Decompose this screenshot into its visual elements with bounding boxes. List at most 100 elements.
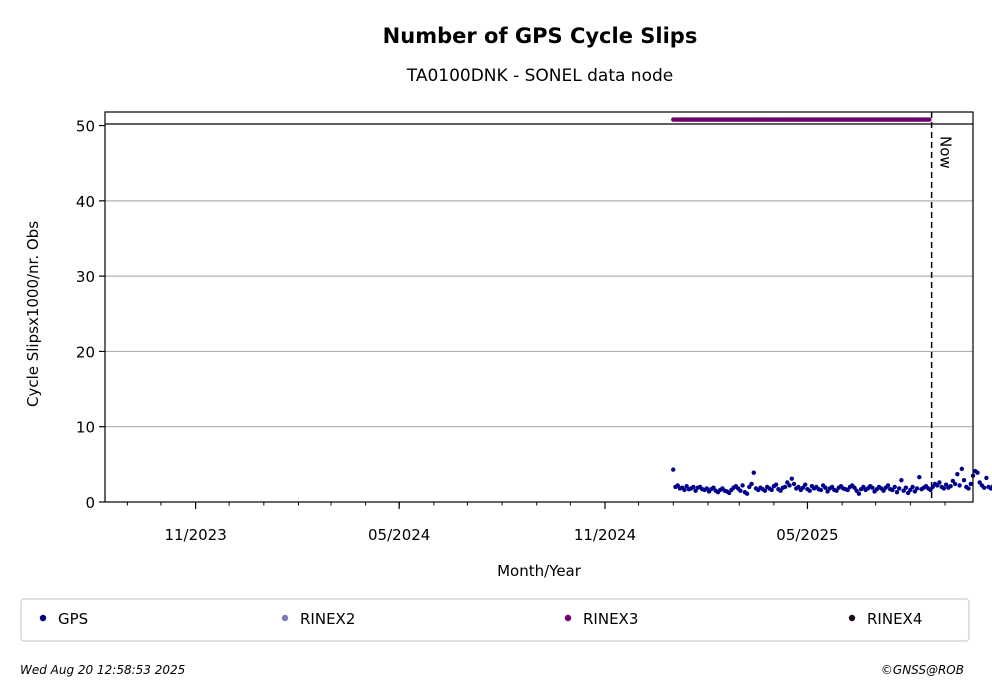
x-axis: 11/2023 05/2024 11/2024 05/2025 <box>126 502 946 544</box>
legend-marker <box>39 614 47 622</box>
gps-point <box>890 487 895 493</box>
gps-point <box>711 485 716 490</box>
gps-point <box>691 484 696 490</box>
legend-label: RINEX4 <box>867 610 922 628</box>
legend-label: RINEX3 <box>583 610 638 628</box>
y-tick-label: 50 <box>76 118 95 136</box>
gps-point <box>881 488 886 493</box>
gps-point <box>778 488 783 493</box>
now-marker: Now <box>930 112 955 502</box>
gps-point <box>800 485 806 490</box>
gps-point <box>917 474 922 480</box>
y-axis: 0 10 20 30 40 50 <box>76 118 105 512</box>
gps-point <box>952 481 958 487</box>
gps-point <box>957 483 962 488</box>
gps-point <box>818 487 824 493</box>
gps-point <box>861 484 866 490</box>
gps-point <box>941 486 947 491</box>
gps-point <box>968 481 973 487</box>
gps-point <box>948 483 953 489</box>
x-tick-label: 11/2023 <box>164 526 226 544</box>
x-tick-label: 05/2025 <box>776 526 838 544</box>
y-tick-label: 0 <box>85 494 95 512</box>
gps-point <box>928 487 933 493</box>
grid <box>105 200 973 428</box>
gps-point <box>823 485 828 490</box>
gps-point <box>950 478 956 484</box>
gps-point <box>762 488 768 493</box>
gps-point <box>726 490 732 496</box>
y-tick-label: 10 <box>76 419 95 437</box>
y-tick-label: 20 <box>76 343 95 361</box>
gps-point <box>914 486 920 491</box>
legend-marker <box>848 614 856 622</box>
legend-label: RINEX2 <box>300 610 355 628</box>
gps-point <box>959 466 965 472</box>
gps-point <box>789 476 794 481</box>
x-tick-label: 05/2024 <box>368 526 430 544</box>
gps-point <box>769 487 774 493</box>
gps-point <box>834 488 839 493</box>
gps-point <box>693 488 698 493</box>
gps-point <box>988 486 992 491</box>
chart-title: Number of GPS Cycle Slips <box>383 24 698 48</box>
gps-point <box>751 470 756 475</box>
gps-point <box>984 475 989 481</box>
gps-point <box>738 488 743 493</box>
gps-point <box>935 483 940 488</box>
gps-point <box>903 485 909 490</box>
footer-timestamp: Wed Aug 20 12:58:53 2025 <box>20 663 185 677</box>
gps-point <box>910 484 915 490</box>
gps-point <box>829 484 835 490</box>
gps-point <box>845 487 850 493</box>
gps-point <box>930 484 935 490</box>
gps-point <box>782 484 788 490</box>
gps-point <box>885 483 891 488</box>
y-tick-label: 40 <box>76 193 95 211</box>
gps-point <box>854 488 859 493</box>
x-axis-label: Month/Year <box>497 562 582 580</box>
legend-box <box>20 598 970 642</box>
gps-point <box>684 483 689 489</box>
gps-point <box>749 481 754 487</box>
gps-point <box>787 483 792 488</box>
gps-point <box>894 490 900 495</box>
gps-point <box>899 477 904 483</box>
gps-point <box>912 489 918 494</box>
gps-point <box>943 482 949 487</box>
gps-point <box>937 480 942 485</box>
gps-point <box>675 483 680 488</box>
data-points <box>671 117 992 496</box>
gps-point <box>977 480 982 485</box>
y-axis-label: Cycle Slipsx1000/nr. Obs <box>24 221 42 407</box>
x-tick-label: 11/2024 <box>574 526 636 544</box>
gps-point <box>905 490 911 496</box>
footer-credit: ©GNSS@ROB <box>881 663 964 677</box>
gps-point <box>892 484 897 490</box>
gps-point <box>955 471 960 477</box>
y-tick-label: 30 <box>76 268 95 286</box>
gps-point <box>896 486 902 491</box>
gps-point <box>773 482 779 487</box>
gps-point <box>704 486 709 491</box>
gps-point <box>981 485 987 490</box>
gps-point <box>803 482 808 487</box>
plot-frame <box>104 111 974 503</box>
gps-point <box>807 488 812 493</box>
legend-marker <box>281 614 289 622</box>
gps-point <box>785 480 790 485</box>
gps-point <box>856 491 862 496</box>
gps-point <box>852 485 857 490</box>
gps-point <box>825 489 830 494</box>
gps-point <box>682 487 687 493</box>
gps-point <box>870 485 875 490</box>
gps-point <box>975 470 980 475</box>
gps-point <box>908 487 913 493</box>
legend: GPS RINEX2 RINEX3 RINEX4 <box>39 610 922 628</box>
now-label: Now <box>937 136 955 169</box>
gps-point <box>796 484 801 490</box>
legend-label: GPS <box>58 610 88 628</box>
rinex3-point <box>927 117 932 122</box>
gps-point <box>901 488 906 493</box>
